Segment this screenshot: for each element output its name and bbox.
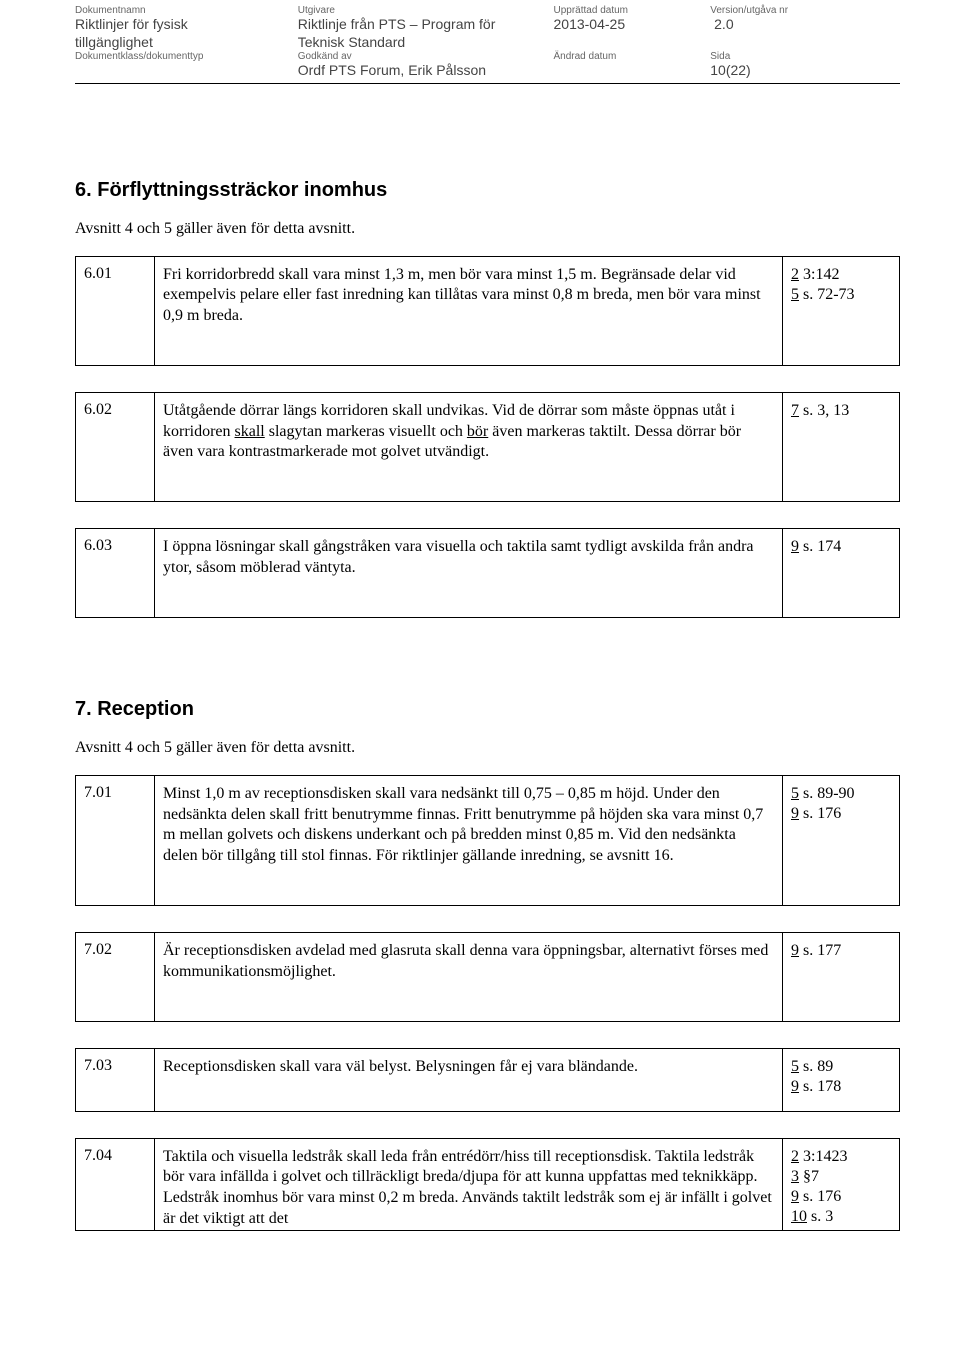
ref-text: 3:1423 <box>799 1148 847 1165</box>
table-row: 6.01 Fri korridorbredd skall vara minst … <box>76 256 900 365</box>
ref-text: s. 178 <box>799 1078 841 1095</box>
hdr-label-sida: Sida <box>710 51 900 62</box>
ref-text: s. 176 <box>799 805 841 822</box>
cell-num: 7.04 <box>76 1138 155 1230</box>
cell-ref: 7 s. 3, 13 <box>783 392 900 501</box>
section-7-heading: 7. Reception <box>75 698 900 721</box>
table-row: 7.03 Receptionsdisken skall vara väl bel… <box>76 1048 900 1111</box>
table-6-03: 6.03 I öppna lösningar skall gångstråken… <box>75 528 900 618</box>
table-row: 7.04 Taktila och visuella ledstråk skall… <box>76 1138 900 1230</box>
cell-body: Taktila och visuella ledstråk skall leda… <box>155 1138 783 1230</box>
hdr-sida: 10(22) <box>710 62 900 80</box>
ref-num: 9 <box>791 1078 799 1095</box>
hdr-label-utgivare: Utgivare <box>298 5 554 16</box>
cell-num: 6.02 <box>76 392 155 501</box>
table-7-01: 7.01 Minst 1,0 m av receptionsdisken ska… <box>75 775 900 906</box>
table-6-01: 6.01 Fri korridorbredd skall vara minst … <box>75 256 900 366</box>
hdr-label-godkand: Godkänd av <box>298 51 554 62</box>
cell-ref: 5 s. 89 9 s. 178 <box>783 1048 900 1111</box>
hdr-dokumentnamn-l2: tillgänglighet <box>75 34 153 50</box>
ref-num: 2 <box>791 266 799 283</box>
header-rule <box>75 83 900 84</box>
body-text: slagytan markeras visuellt och <box>265 423 467 440</box>
hdr-label-andrad: Ändrad datum <box>554 51 711 62</box>
ref-num: 3 <box>791 1168 799 1185</box>
ref-text: s. 89-90 <box>799 785 855 802</box>
cell-body: I öppna lösningar skall gångstråken vara… <box>155 529 783 618</box>
table-7-02: 7.02 Är receptionsdisken avdelad med gla… <box>75 932 900 1022</box>
table-7-03: 7.03 Receptionsdisken skall vara väl bel… <box>75 1048 900 1112</box>
hdr-label-upprattad: Upprättad datum <box>554 5 711 16</box>
document-header: Dokumentnamn Utgivare Upprättad datum Ve… <box>75 5 900 80</box>
cell-num: 7.03 <box>76 1048 155 1111</box>
ref-num: 5 <box>791 785 799 802</box>
ref-text: s. 72-73 <box>799 286 855 303</box>
cell-body: Receptionsdisken skall vara väl belyst. … <box>155 1048 783 1111</box>
section-6-heading: 6. Förflyttningssträckor inomhus <box>75 179 900 202</box>
ref-num: 9 <box>791 538 799 555</box>
ref-text: s. 3 <box>807 1208 833 1225</box>
ref-text: 3:142 <box>799 266 839 283</box>
table-row: 6.02 Utåtgående dörrar längs korridoren … <box>76 392 900 501</box>
cell-body: Är receptionsdisken avdelad med glasruta… <box>155 933 783 1022</box>
ref-text: s. 3, 13 <box>799 402 849 419</box>
cell-ref: 5 s. 89-90 9 s. 176 <box>783 775 900 905</box>
hdr-label-version: Version/utgåva nr <box>710 5 900 16</box>
ref-num: 9 <box>791 942 799 959</box>
ref-num: 2 <box>791 1148 799 1165</box>
ref-num: 5 <box>791 286 799 303</box>
section-7-note: Avsnitt 4 och 5 gäller även för detta av… <box>75 739 900 757</box>
cell-ref: 2 3:1423 3 §7 9 s. 176 10 s. 3 <box>783 1138 900 1230</box>
hdr-dokumentnamn-l1: Riktlinjer för fysisk <box>75 16 188 32</box>
cell-num: 6.01 <box>76 256 155 365</box>
hdr-utgivare-l2: Teknisk Standard <box>298 34 405 50</box>
ref-text: s. 89 <box>799 1058 833 1075</box>
cell-num: 7.02 <box>76 933 155 1022</box>
cell-num: 7.01 <box>76 775 155 905</box>
cell-ref: 2 3:142 5 s. 72-73 <box>783 256 900 365</box>
cell-body: Minst 1,0 m av receptionsdisken skall va… <box>155 775 783 905</box>
ref-text: s. 174 <box>799 538 841 555</box>
table-6-02: 6.02 Utåtgående dörrar längs korridoren … <box>75 392 900 502</box>
cell-body: Utåtgående dörrar längs korridoren skall… <box>155 392 783 501</box>
cell-num: 6.03 <box>76 529 155 618</box>
ref-num: 9 <box>791 1188 799 1205</box>
cell-body: Fri korridorbredd skall vara minst 1,3 m… <box>155 256 783 365</box>
underlined: skall <box>235 423 265 440</box>
hdr-utgivare: Riktlinje från PTS – Program för Teknisk… <box>298 16 554 51</box>
section-6-note: Avsnitt 4 och 5 gäller även för detta av… <box>75 220 900 238</box>
cell-ref: 9 s. 174 <box>783 529 900 618</box>
hdr-label-dokumentnamn: Dokumentnamn <box>75 5 298 16</box>
table-7-04: 7.04 Taktila och visuella ledstråk skall… <box>75 1138 900 1231</box>
cell-ref: 9 s. 177 <box>783 933 900 1022</box>
table-row: 7.02 Är receptionsdisken avdelad med gla… <box>76 933 900 1022</box>
hdr-utgivare-l1: Riktlinje från PTS – Program för <box>298 16 496 32</box>
ref-text: s. 176 <box>799 1188 841 1205</box>
ref-text: §7 <box>799 1168 819 1185</box>
ref-num: 9 <box>791 805 799 822</box>
hdr-upprattad: 2013-04-25 <box>554 16 711 34</box>
table-row: 6.03 I öppna lösningar skall gångstråken… <box>76 529 900 618</box>
ref-num: 10 <box>791 1208 807 1225</box>
hdr-version: 2.0 <box>710 16 900 34</box>
page: Dokumentnamn Utgivare Upprättad datum Ve… <box>0 0 960 1359</box>
hdr-godkand: Ordf PTS Forum, Erik Pålsson <box>298 62 554 80</box>
hdr-label-dokklass: Dokumentklass/dokumenttyp <box>75 51 298 62</box>
ref-num: 5 <box>791 1058 799 1075</box>
ref-num: 7 <box>791 402 799 419</box>
hdr-dokumentnamn: Riktlinjer för fysisk tillgänglighet <box>75 16 298 51</box>
ref-text: s. 177 <box>799 942 841 959</box>
table-row: 7.01 Minst 1,0 m av receptionsdisken ska… <box>76 775 900 905</box>
underlined: bör <box>467 423 488 440</box>
